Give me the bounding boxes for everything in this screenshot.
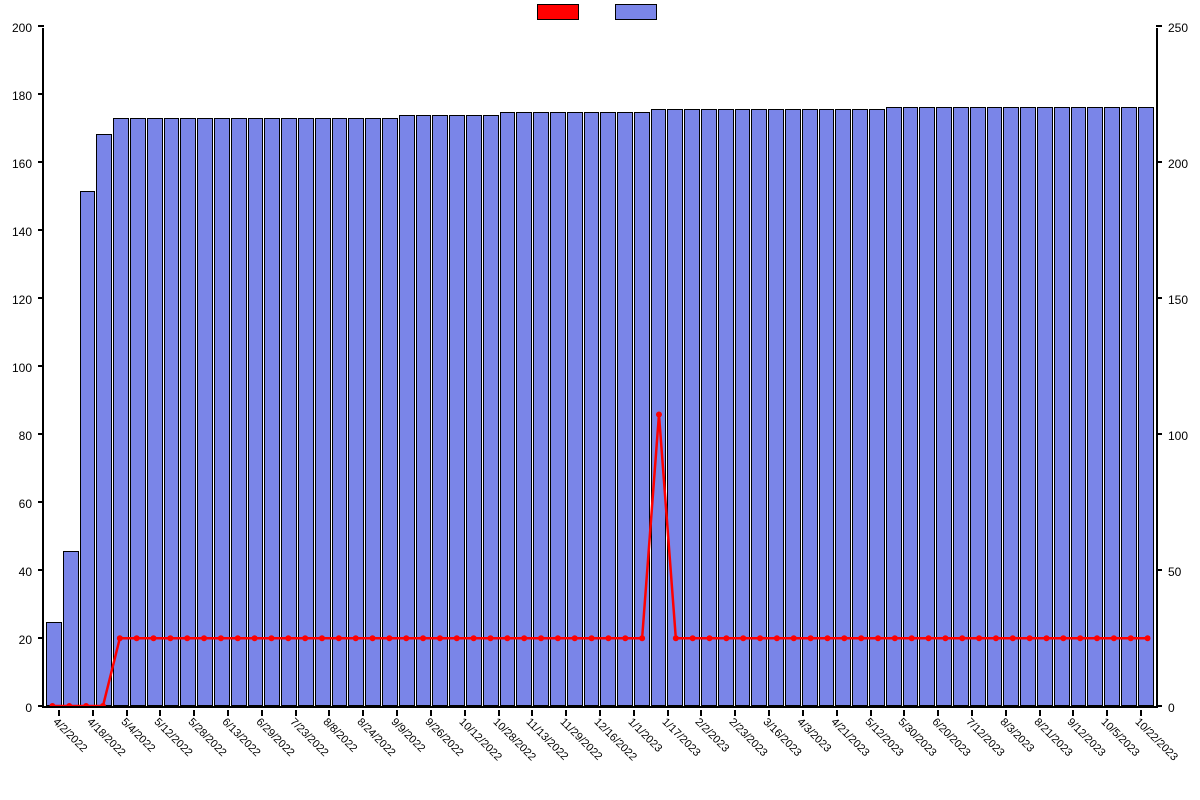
- bar: [903, 107, 919, 706]
- plot-area: [42, 28, 1158, 708]
- bar: [466, 115, 482, 706]
- bar: [264, 118, 280, 707]
- bar: [617, 112, 633, 706]
- legend-swatch-bar: [615, 4, 657, 20]
- bar: [667, 109, 683, 706]
- y-left-tick: 140: [12, 225, 32, 239]
- bar: [936, 107, 952, 706]
- bar: [298, 118, 314, 707]
- bar: [500, 112, 516, 706]
- bar: [1138, 107, 1154, 706]
- y-right-tick: 50: [1168, 565, 1181, 579]
- y-left-tick: 0: [25, 701, 32, 715]
- bar: [953, 107, 969, 706]
- y-left-tick: 180: [12, 89, 32, 103]
- y-axis-left: 020406080100120140160180200: [0, 28, 38, 708]
- bar: [80, 191, 96, 706]
- bar: [197, 118, 213, 707]
- x-tick-label: 10/22/2023: [1133, 716, 1180, 763]
- bar: [96, 134, 112, 706]
- bar: [819, 109, 835, 706]
- y-right-tick: 0: [1168, 701, 1175, 715]
- bar: [248, 118, 264, 707]
- bar: [584, 112, 600, 706]
- bar: [987, 107, 1003, 706]
- y-left-tick: 60: [19, 497, 32, 511]
- bar: [46, 622, 62, 706]
- bar: [365, 118, 381, 707]
- x-axis: 4/2/20224/18/20225/4/20225/12/20225/28/2…: [42, 710, 1158, 800]
- y-axis-right: 050100150200250: [1162, 28, 1200, 708]
- bar: [701, 109, 717, 706]
- y-left-tick: 200: [12, 21, 32, 35]
- bar: [432, 115, 448, 706]
- bar: [147, 118, 163, 707]
- bar: [735, 109, 751, 706]
- legend-item-line: [537, 4, 585, 20]
- bar: [130, 118, 146, 707]
- bar: [919, 107, 935, 706]
- bar: [869, 109, 885, 706]
- y-right-tick: 200: [1168, 157, 1188, 171]
- y-right-tick: 150: [1168, 293, 1188, 307]
- bar: [1087, 107, 1103, 706]
- bar: [1037, 107, 1053, 706]
- bar: [315, 118, 331, 707]
- bar: [1003, 107, 1019, 706]
- bar: [1104, 107, 1120, 706]
- legend-swatch-line: [537, 4, 579, 20]
- bar: [751, 109, 767, 706]
- bar: [600, 112, 616, 706]
- bar: [1054, 107, 1070, 706]
- y-left-tick: 20: [19, 633, 32, 647]
- bar: [281, 118, 297, 707]
- y-left-tick: 120: [12, 293, 32, 307]
- bar: [1071, 107, 1087, 706]
- bar: [483, 115, 499, 706]
- bar: [651, 109, 667, 706]
- bar: [63, 551, 79, 706]
- bar: [164, 118, 180, 707]
- y-right-tick: 100: [1168, 429, 1188, 443]
- bar: [718, 109, 734, 706]
- y-right-tick: 250: [1168, 21, 1188, 35]
- bar: [113, 118, 129, 707]
- bar: [1121, 107, 1137, 706]
- bar: [550, 112, 566, 706]
- bar: [684, 109, 700, 706]
- bar: [768, 109, 784, 706]
- bar: [886, 107, 902, 706]
- y-left-tick: 100: [12, 361, 32, 375]
- bars-layer: [44, 28, 1156, 706]
- bar: [399, 115, 415, 706]
- bar: [382, 118, 398, 707]
- bar: [852, 109, 868, 706]
- y-left-tick: 40: [19, 565, 32, 579]
- bar: [634, 112, 650, 706]
- x-tick-label: 4/2/2022: [50, 716, 89, 755]
- bar: [835, 109, 851, 706]
- legend-item-bar: [615, 4, 663, 20]
- bar: [970, 107, 986, 706]
- bar: [416, 115, 432, 706]
- bar: [785, 109, 801, 706]
- dual-axis-chart: 0 20 40 60 80 100 120 140 160 180 200 0 50 100 150 200…: [0, 0, 1200, 800]
- bar: [449, 115, 465, 706]
- bar: [533, 112, 549, 706]
- bar: [332, 118, 348, 707]
- bar: [180, 118, 196, 707]
- chart-legend: [537, 4, 663, 20]
- bar: [516, 112, 532, 706]
- bar: [567, 112, 583, 706]
- bar: [214, 118, 230, 707]
- bar: [1020, 107, 1036, 706]
- bar: [348, 118, 364, 707]
- y-left-tick: 160: [12, 157, 32, 171]
- y-left-tick: 80: [19, 429, 32, 443]
- bar: [231, 118, 247, 707]
- bar: [802, 109, 818, 706]
